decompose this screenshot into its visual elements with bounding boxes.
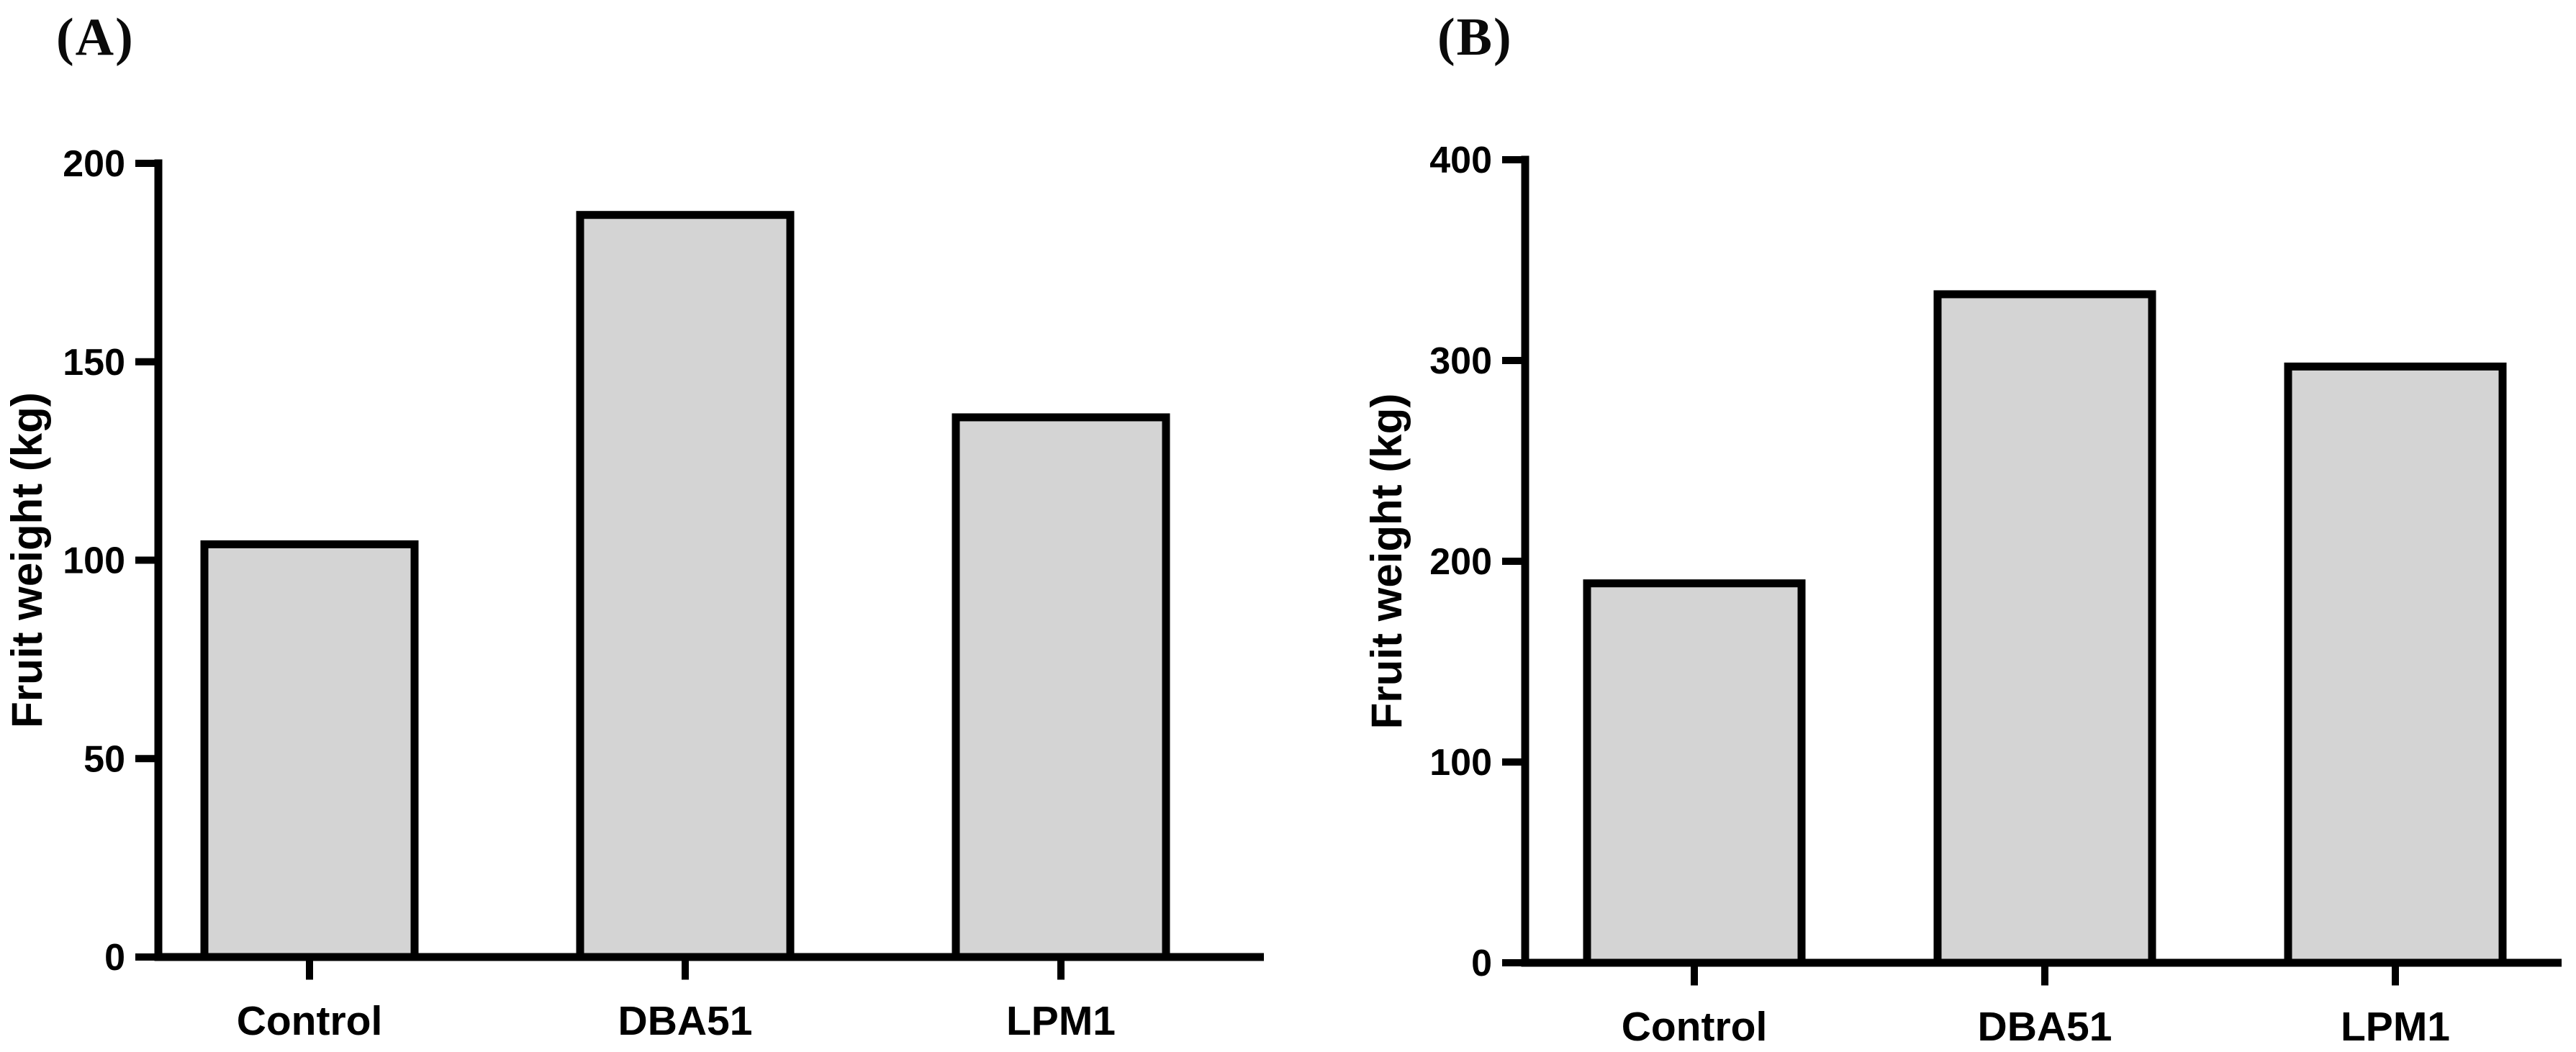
bar-lpm1: [952, 413, 1170, 961]
x-category-label-dba51: DBA51: [618, 998, 753, 1044]
panel-a: (A) 0 50 100 150 200 Control DBA51 LPM1 Fruit we…: [3, 8, 1264, 1044]
y-tick-label: 200: [63, 143, 125, 185]
y-tick-label: 300: [1429, 340, 1492, 382]
bar-control: [200, 540, 419, 961]
x-category-label-lpm1: LPM1: [1006, 998, 1116, 1044]
bar-control: [1583, 579, 1806, 967]
x-category-label-control: Control: [237, 998, 383, 1044]
y-axis-title: Fruit weight (kg): [1362, 394, 1411, 730]
bar-dba51: [576, 211, 795, 961]
y-tick-label: 50: [83, 738, 125, 780]
bar-lpm1: [2284, 362, 2507, 967]
y-tick-label: 100: [1429, 742, 1492, 784]
x-category-label-control: Control: [1622, 1004, 1768, 1050]
x-category-label-lpm1: LPM1: [2341, 1004, 2450, 1050]
panel-a-label: (A): [56, 8, 135, 67]
y-axis-title: Fruit weight (kg): [3, 392, 51, 728]
x-category-label-dba51: DBA51: [1978, 1004, 2112, 1050]
y-tick-label: 200: [1429, 541, 1492, 583]
y-tick-label: 150: [63, 342, 125, 384]
bar-chart-b: 0 100 200 300 400 Control DBA51 LPM1 Fruit weigh…: [1362, 140, 2562, 1050]
y-tick-label: 0: [104, 937, 125, 979]
y-tick-label: 400: [1429, 140, 1492, 181]
panel-b-label: (B): [1437, 8, 1513, 67]
y-tick-label: 0: [1471, 943, 1492, 984]
panel-b: (B) 0 100 200 300 400 Control DBA51 LPM1 Fruit w…: [1288, 0, 2576, 1052]
bar-chart-a: 0 50 100 150 200 Control DBA51 LPM1 Fruit weight…: [3, 143, 1264, 1044]
bar-dba51: [1933, 290, 2156, 967]
y-tick-label: 100: [63, 540, 125, 582]
